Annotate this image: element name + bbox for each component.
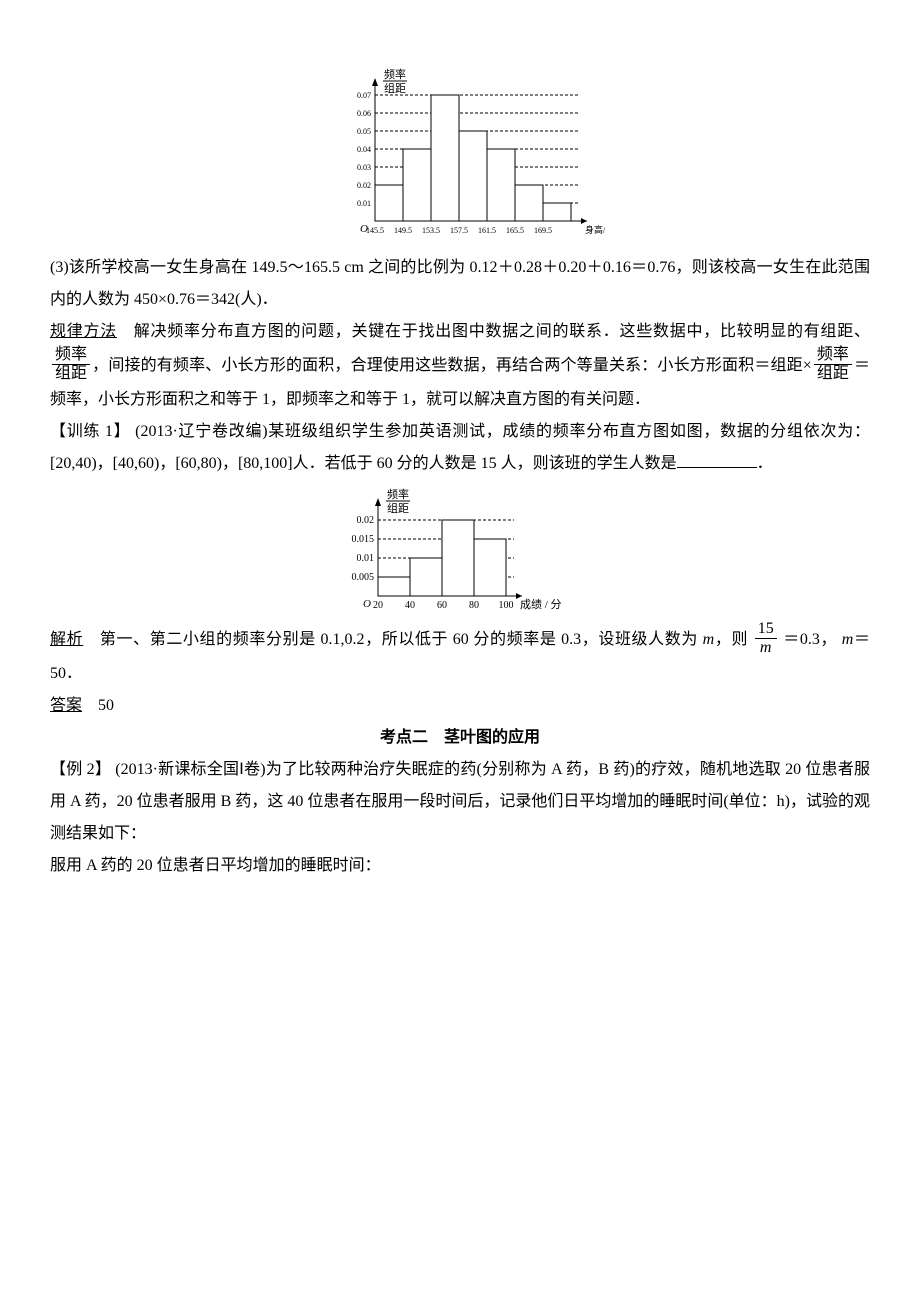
svg-text:0.04: 0.04 [357, 145, 371, 154]
svg-text:149.5: 149.5 [394, 226, 412, 235]
chart2-container: 0.005 0.01 0.015 0.02 20 40 60 80 100 O 频率组距成绩 / 分 [50, 486, 870, 616]
svg-text:100: 100 [499, 600, 514, 611]
section2-title: 考点二 茎叶图的应用 [50, 722, 870, 754]
svg-text:组距: 组距 [387, 501, 409, 515]
svg-text:0.005: 0.005 [352, 572, 375, 583]
analysis-paragraph: 解析 第一、第二小组的频率分别是 0.1,0.2，所以低于 60 分的频率是 0… [50, 622, 870, 690]
method-lead: 规律方法 [50, 323, 117, 340]
training1-paragraph: 【训练 1】 (2013·辽宁卷改编)某班级组织学生参加英语测试，成绩的频率分布… [50, 416, 870, 480]
svg-text:165.5: 165.5 [506, 226, 524, 235]
svg-text:169.5: 169.5 [534, 226, 552, 235]
method-frac1-den: 组距 [52, 364, 90, 383]
svg-text:频率: 频率 [387, 487, 409, 501]
svg-text:0.05: 0.05 [357, 127, 371, 136]
svg-text:O: O [360, 223, 368, 235]
svg-text:161.5: 161.5 [478, 226, 496, 235]
answer-paragraph: 答案 50 [50, 690, 870, 722]
svg-text:0.01: 0.01 [357, 199, 371, 208]
svg-text:组距: 组距 [384, 81, 406, 95]
method-frac1-num: 频率 [52, 346, 90, 364]
svg-text:0.03: 0.03 [357, 163, 371, 172]
svg-text:0.01: 0.01 [357, 553, 375, 564]
method-frac2: 频率组距 [814, 346, 852, 382]
example2-source: (2013·新课标全国Ⅰ卷) [115, 761, 265, 778]
example2-label: 【例 2】 [50, 761, 111, 778]
training1-label: 【训练 1】 [50, 423, 130, 440]
svg-text:身高/cm: 身高/cm [585, 224, 605, 235]
svg-text:153.5: 153.5 [422, 226, 440, 235]
analysis-text-b: ，则 [714, 631, 752, 648]
chart1-histogram: 0.01 0.02 0.03 0.04 0.05 0.06 0.07 145.5 149.5 15… [315, 66, 605, 246]
analysis-var-m2: m [842, 631, 854, 648]
svg-text:40: 40 [405, 600, 415, 611]
method-text-a: 解决频率分布直方图的问题，关键在于找出图中数据之间的联系．这些数据中，比较明显的… [117, 323, 870, 340]
example2-paragraph: 【例 2】 (2013·新课标全国Ⅰ卷)为了比较两种治疗失眠症的药(分别称为 A… [50, 754, 870, 850]
analysis-text-a: 第一、第二小组的频率分别是 0.1,0.2，所以低于 60 分的频率是 0.3，… [83, 631, 702, 648]
analysis-text-c: ＝0.3， [779, 631, 842, 648]
training1-blank [677, 451, 757, 468]
paragraph-3: (3)该所学校高一女生身高在 149.5～165.5 cm 之间的比例为 0.1… [50, 252, 870, 316]
analysis-frac-den: m [755, 638, 777, 657]
method-text-b: ，间接的有频率、小长方形的面积，合理使用这些数据，再结合两个等量关系：小长方形面… [92, 357, 812, 374]
svg-text:0.06: 0.06 [357, 109, 371, 118]
svg-text:20: 20 [373, 600, 383, 611]
answer-lead: 答案 [50, 697, 82, 714]
svg-text:145.5: 145.5 [366, 226, 384, 235]
svg-text:0.02: 0.02 [357, 515, 375, 526]
analysis-frac-num: 15 [755, 620, 777, 638]
svg-text:0.02: 0.02 [357, 181, 371, 190]
analysis-frac: 15m [755, 620, 777, 656]
answer-text: 50 [82, 697, 114, 714]
method-frac1: 频率组距 [52, 346, 90, 382]
last-line: 服用 A 药的 20 位患者日平均增加的睡眠时间： [50, 850, 870, 882]
chart1-container: 0.01 0.02 0.03 0.04 0.05 0.06 0.07 145.5 149.5 15… [50, 66, 870, 246]
svg-text:80: 80 [469, 600, 479, 611]
svg-text:60: 60 [437, 600, 447, 611]
svg-text:频率: 频率 [384, 67, 406, 81]
svg-text:157.5: 157.5 [450, 226, 468, 235]
analysis-var-m: m [703, 631, 715, 648]
svg-text:成绩 / 分: 成绩 / 分 [520, 598, 562, 611]
training1-suffix: ． [757, 455, 773, 472]
training1-source: (2013·辽宁卷改编) [135, 423, 267, 440]
chart2-histogram: 0.005 0.01 0.015 0.02 20 40 60 80 100 O 频率组距成绩 / 分 [310, 486, 610, 616]
analysis-lead: 解析 [50, 631, 83, 648]
svg-text:0.07: 0.07 [357, 91, 371, 100]
method-frac2-den: 组距 [814, 364, 852, 383]
svg-text:O: O [363, 598, 371, 610]
svg-text:0.015: 0.015 [352, 534, 375, 545]
method-frac2-num: 频率 [814, 346, 852, 364]
method-paragraph: 规律方法 解决频率分布直方图的问题，关键在于找出图中数据之间的联系．这些数据中，… [50, 316, 870, 416]
